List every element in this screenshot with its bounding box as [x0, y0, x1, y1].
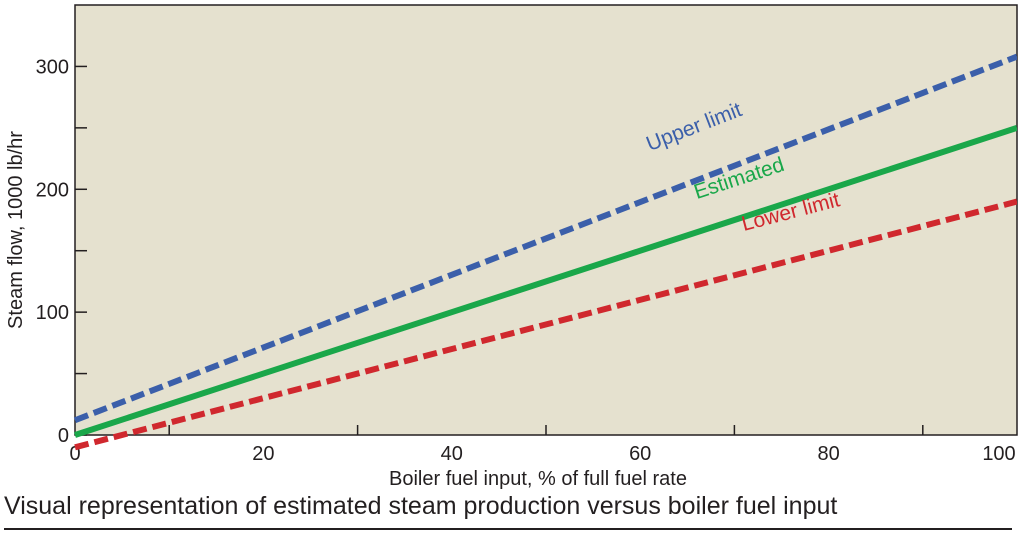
x-tick-label: 80	[817, 443, 839, 465]
x-tick-label: 20	[252, 443, 274, 465]
x-tick-label: 0	[69, 443, 80, 465]
x-axis-label: Boiler fuel input, % of full fuel rate	[389, 468, 687, 490]
series-line-lower-limit	[74, 198, 1017, 451]
x-tick-label: 40	[441, 443, 463, 465]
series-line-upper-limit	[73, 53, 1017, 424]
y-tick-label: 300	[36, 56, 69, 78]
plot-area	[74, 4, 1018, 436]
x-tick-label: 100	[982, 443, 1015, 465]
figure-caption: Visual representation of estimated steam…	[4, 492, 838, 520]
y-axis-label: Steam flow, 1000 lb/hr	[5, 131, 27, 329]
x-tick-label: 60	[629, 443, 651, 465]
caption-rule	[4, 528, 1012, 530]
y-tick-label: 200	[36, 179, 69, 201]
y-tick-label: 100	[36, 302, 69, 324]
series-line-estimated	[74, 125, 1017, 438]
y-tick-label: 0	[58, 425, 69, 447]
